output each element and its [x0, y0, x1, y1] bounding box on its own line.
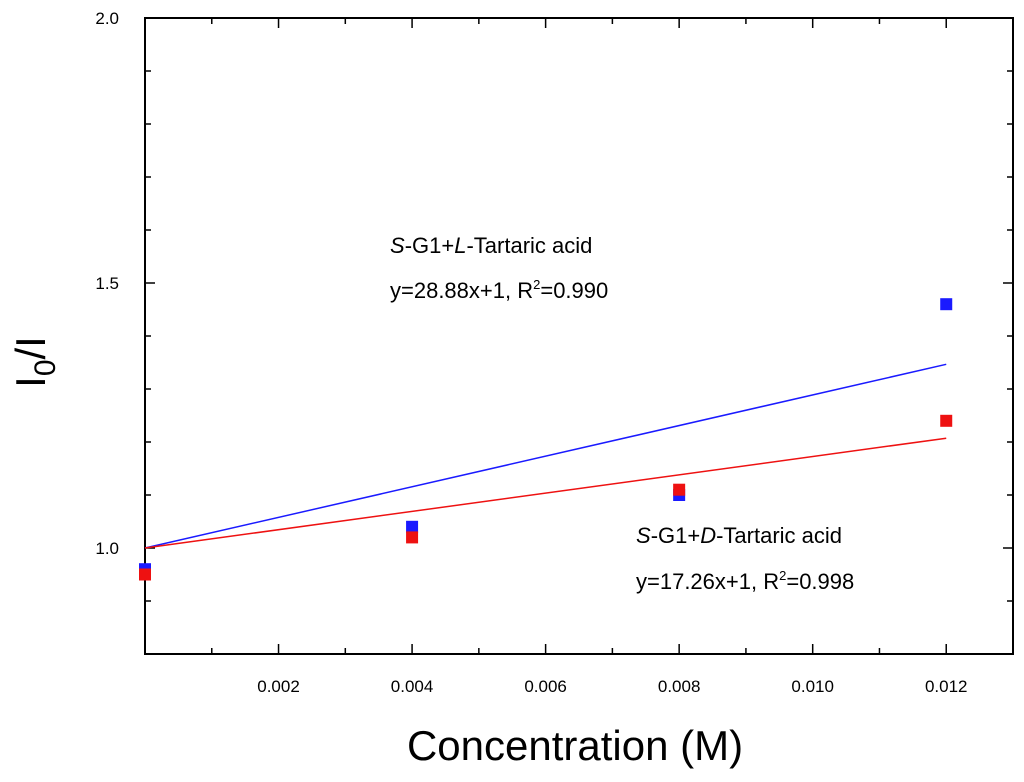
fit-line-series-2	[144, 437, 947, 549]
y-tick-label: 1.5	[95, 274, 119, 293]
y-tick-label: 1.0	[95, 539, 119, 558]
x-tick-label: 0.002	[257, 677, 300, 696]
x-axis-ticks: 0.002 0.004 0.006 0.008 0.010 0.012	[211, 18, 968, 696]
fit-lines	[144, 363, 947, 549]
x-tick-label: 0.006	[524, 677, 567, 696]
data-point-series-2	[139, 568, 151, 581]
data-point-series-1	[406, 520, 419, 533]
data-point-series-2	[940, 414, 953, 427]
data-point-series-1	[940, 298, 953, 311]
x-tick-label: 0.010	[791, 677, 834, 696]
x-tick-label: 0.012	[925, 677, 968, 696]
plot-axes	[144, 17, 1014, 655]
data-point-series-2	[406, 531, 419, 544]
x-axis-title: Concentration (M)	[407, 722, 743, 769]
annotation-d-equation: y=17.26x+1, R2=0.998	[636, 568, 854, 594]
annotation-l-equation: y=28.88x+1, R2=0.990	[390, 277, 608, 303]
data-points	[139, 298, 953, 581]
y-axis-title: I0/I	[7, 336, 62, 388]
fit-line-series-1	[144, 363, 947, 549]
plot-frame	[144, 17, 1014, 655]
x-tick-label: 0.004	[391, 677, 434, 696]
annotation-l-title: S-G1+L-Tartaric acid	[390, 233, 592, 258]
data-point-series-2	[673, 483, 686, 496]
y-axis-ticks: 1.0 1.5 2.0	[95, 9, 1013, 602]
y-tick-label: 2.0	[95, 9, 119, 28]
annotation-d-title: S-G1+D-Tartaric acid	[636, 523, 842, 548]
x-tick-label: 0.008	[658, 677, 701, 696]
